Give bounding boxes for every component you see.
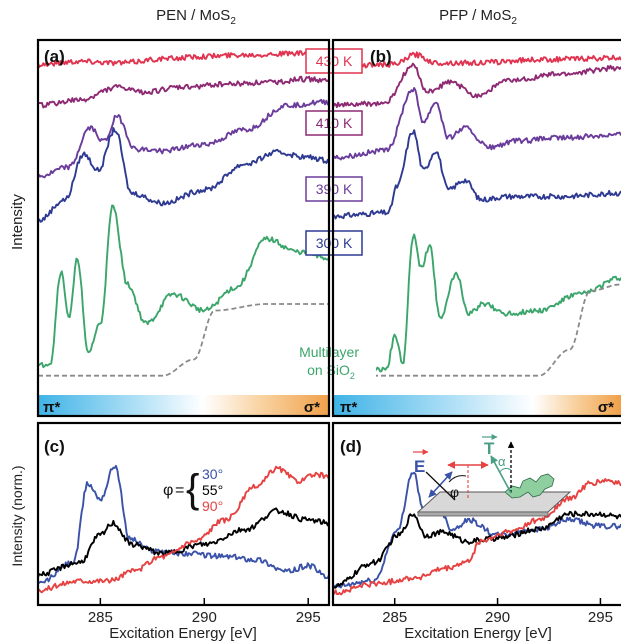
e-label: E	[414, 457, 425, 476]
series-430k-b	[333, 51, 621, 70]
orientation-inset: α T φ E	[413, 434, 572, 517]
temp-label-390: 390 K	[316, 181, 353, 197]
phi-label: φ	[450, 484, 459, 500]
e-field-diagonal	[428, 471, 453, 498]
phi-symbol: φ	[163, 482, 173, 499]
x-axis-ticks: 285 290 295 285 290 295	[88, 598, 613, 626]
series-300k-a	[38, 127, 329, 223]
series-410k-a	[38, 75, 329, 109]
beam-axis	[425, 471, 456, 501]
series-390k-b	[333, 87, 621, 161]
energy-band-a: π* σ*	[38, 395, 329, 416]
angle-legend: φ = { 30° 55° 90°	[163, 466, 223, 514]
substrate-edge	[417, 511, 549, 517]
series-410k-b	[333, 62, 621, 109]
panel-a-plot	[38, 49, 329, 377]
legend-55: 55°	[202, 482, 223, 498]
panel-a-frame	[36, 38, 331, 418]
sigma-label-b: σ*	[598, 399, 614, 416]
series-multilayer-b	[333, 233, 621, 376]
series-phi55-c	[38, 507, 329, 578]
substrate-plate	[416, 491, 572, 513]
col-title-right: PFP / MoS2	[439, 7, 517, 27]
series-edge-a	[38, 303, 329, 377]
pi-label-b: π*	[340, 399, 357, 416]
panel-label-a: (a)	[44, 47, 65, 66]
panel-d-frame	[331, 421, 621, 607]
sigma-label-a: σ*	[304, 399, 320, 416]
col-title-left: PEN / MoS2	[156, 7, 236, 27]
x-tick-label-d-285: 285	[382, 609, 407, 626]
multilayer-label: Multilayer on SiO2	[286, 340, 376, 386]
tdm-label: T	[484, 439, 495, 458]
x-label-left: Excitation Energy [eV]	[109, 625, 257, 642]
alpha-label: α	[498, 454, 506, 469]
pi-label-a: π*	[43, 399, 60, 416]
pi-band-b	[333, 395, 533, 416]
series-edge-b	[333, 283, 621, 377]
temp-label-300: 300 K	[316, 235, 353, 251]
panel-label-b: (b)	[370, 47, 392, 66]
series-300k-b	[333, 129, 621, 220]
series-430k-a	[38, 49, 329, 68]
phi-equals: =	[175, 482, 184, 499]
x-tick-label-c-285: 285	[88, 609, 113, 626]
y-label-bottom: Intensity (norm.)	[9, 465, 25, 566]
x-tick-label-d-290: 290	[485, 609, 510, 626]
series-phi90-d	[333, 478, 621, 596]
phi-arc	[448, 475, 467, 483]
legend-brace: {	[186, 467, 199, 511]
x-tick-label-c-295: 295	[296, 609, 321, 626]
panel-label-d: (d)	[340, 437, 362, 456]
series-phi30-c	[38, 464, 329, 584]
temp-label-410: 410 K	[316, 115, 353, 131]
sigma-band-a	[203, 395, 329, 416]
sigma-band-b	[533, 395, 621, 416]
alpha-arc	[499, 467, 512, 473]
panel-d-plot	[333, 471, 621, 596]
series-phi30-d	[333, 471, 621, 589]
panel-c-frame	[36, 421, 331, 607]
y-label-top: Intensity	[9, 194, 26, 250]
series-390k-a	[38, 98, 329, 179]
temp-label-430: 430 K	[316, 53, 353, 69]
series-multilayer-a	[38, 204, 329, 369]
x-label-right: Excitation Energy [eV]	[404, 625, 552, 642]
x-tick-label-c-290: 290	[192, 609, 217, 626]
energy-band-b: π* σ*	[333, 395, 621, 416]
panel-b-frame	[331, 38, 621, 418]
tdm-vector	[490, 455, 512, 494]
panel-label-c: (c)	[44, 437, 65, 456]
series-phi90-c	[38, 465, 329, 594]
legend-30: 30°	[202, 466, 223, 482]
molecule-icon	[504, 473, 555, 499]
series-phi55-d	[333, 510, 621, 590]
legend-90: 90°	[202, 498, 223, 514]
panel-b-plot	[333, 51, 621, 377]
pi-band-a	[38, 395, 203, 416]
panel-c-plot	[38, 464, 329, 594]
x-tick-label-d-295: 295	[588, 609, 613, 626]
